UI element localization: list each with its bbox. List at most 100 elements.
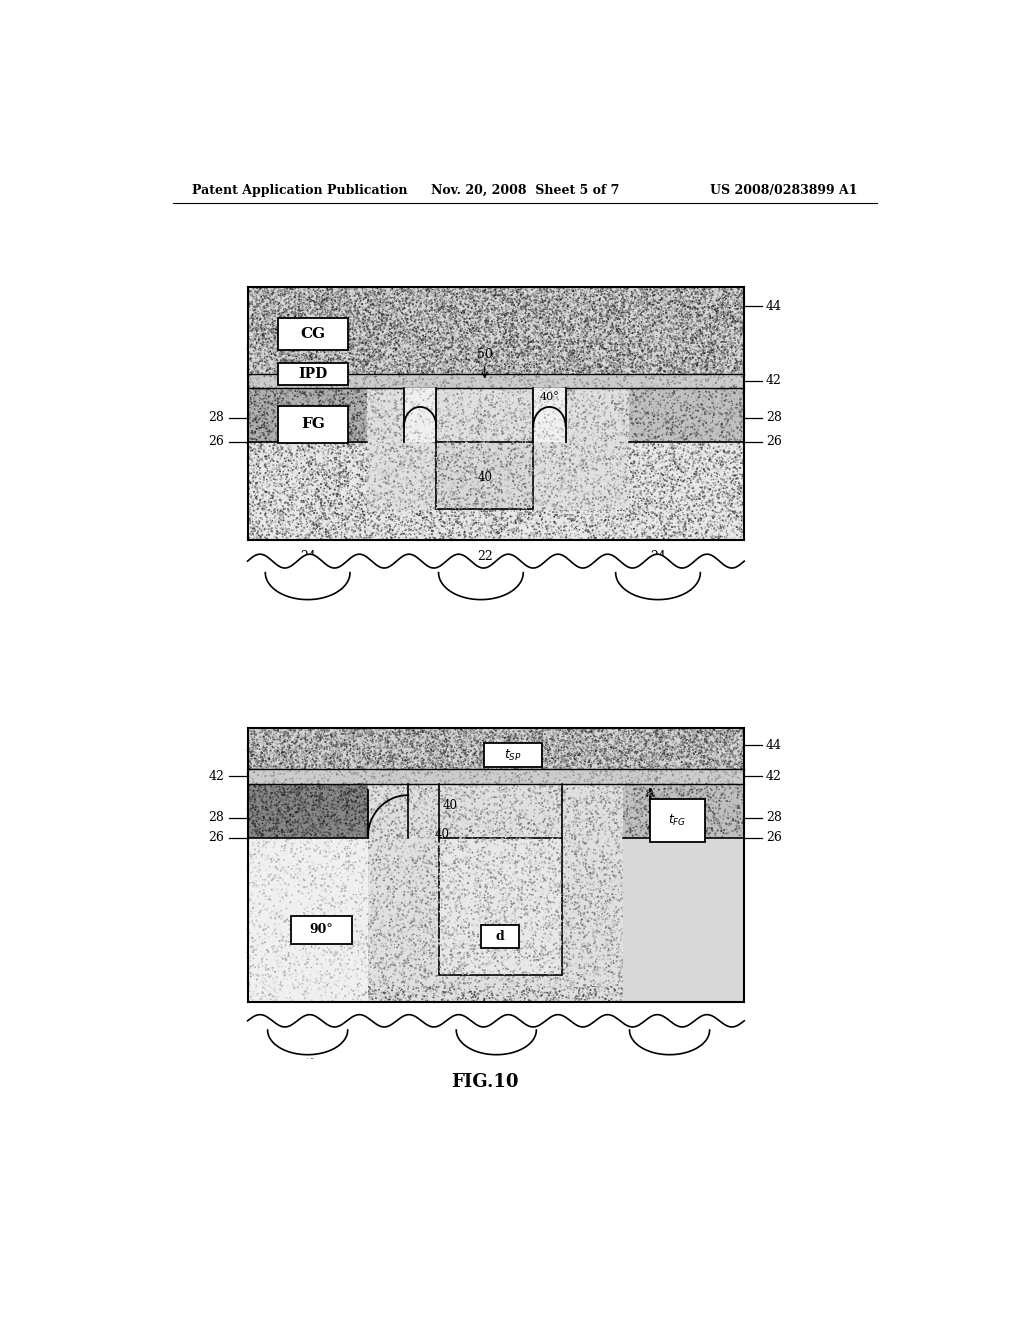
Point xyxy=(240,347,256,368)
Point xyxy=(700,723,717,744)
Point xyxy=(500,354,516,375)
Point xyxy=(281,741,297,762)
Point xyxy=(489,726,506,747)
Point xyxy=(532,741,549,762)
Point xyxy=(529,308,546,329)
Point xyxy=(347,857,364,878)
Point xyxy=(496,346,512,367)
Point xyxy=(255,780,271,801)
Point xyxy=(378,742,394,763)
Point xyxy=(517,801,534,822)
Point xyxy=(354,315,371,337)
Point xyxy=(623,438,639,459)
Point xyxy=(534,903,550,924)
Point xyxy=(657,317,674,338)
Point xyxy=(379,289,395,310)
Point xyxy=(258,442,274,463)
Point xyxy=(499,789,515,810)
Point xyxy=(297,285,313,306)
Point xyxy=(375,298,391,319)
Point xyxy=(258,803,274,824)
Point xyxy=(717,752,733,774)
Point xyxy=(574,469,591,490)
Point xyxy=(605,442,622,463)
Point xyxy=(679,975,695,997)
Point xyxy=(354,807,371,828)
Point xyxy=(280,333,296,354)
Point xyxy=(415,499,431,520)
Point xyxy=(531,876,548,898)
Point xyxy=(514,346,530,367)
Point xyxy=(517,422,534,444)
Point xyxy=(444,277,461,298)
Point xyxy=(389,748,406,770)
Point xyxy=(329,756,345,777)
Point xyxy=(603,828,620,849)
Point xyxy=(272,327,289,348)
Point xyxy=(660,748,677,770)
Point xyxy=(429,946,445,968)
Point xyxy=(722,300,738,321)
Point xyxy=(359,397,376,418)
Point xyxy=(297,777,313,799)
Point xyxy=(614,325,631,346)
Point xyxy=(421,917,437,939)
Point xyxy=(244,310,260,331)
Point xyxy=(377,354,393,375)
Point xyxy=(531,495,548,516)
Point xyxy=(362,385,379,407)
Point xyxy=(458,750,474,771)
Point xyxy=(658,280,675,301)
Point xyxy=(336,950,352,972)
Point xyxy=(638,882,654,903)
Point xyxy=(633,816,649,837)
Point xyxy=(692,347,709,368)
Point xyxy=(466,750,482,771)
Point xyxy=(349,503,366,524)
Point xyxy=(266,799,283,820)
Point xyxy=(418,347,434,368)
Point xyxy=(623,500,639,521)
Point xyxy=(513,520,529,541)
Point xyxy=(489,490,506,511)
Point xyxy=(494,453,510,474)
Point xyxy=(652,792,669,813)
Point xyxy=(263,298,280,319)
Point xyxy=(298,376,314,397)
Point xyxy=(396,426,413,447)
Point xyxy=(438,906,455,927)
Point xyxy=(319,793,336,814)
Point xyxy=(505,906,521,927)
Point xyxy=(392,894,409,915)
Point xyxy=(485,874,502,895)
Point xyxy=(571,413,588,434)
Point xyxy=(590,739,606,760)
Point xyxy=(260,282,276,304)
Point xyxy=(682,792,698,813)
Point xyxy=(493,475,509,496)
Point xyxy=(281,801,297,822)
Point xyxy=(567,341,584,362)
Point xyxy=(487,925,504,946)
Point xyxy=(264,381,281,403)
Point xyxy=(518,479,535,500)
Point xyxy=(571,962,588,983)
Point xyxy=(735,319,752,341)
Point xyxy=(714,421,730,442)
Point xyxy=(586,470,602,491)
Point xyxy=(584,949,600,970)
Point xyxy=(485,862,502,883)
Point xyxy=(527,876,544,898)
Point xyxy=(698,499,715,520)
Point xyxy=(499,428,515,449)
Point xyxy=(723,471,739,492)
Point xyxy=(574,315,591,337)
Point xyxy=(667,734,683,755)
Point xyxy=(722,302,738,323)
Point xyxy=(600,477,616,498)
Point xyxy=(722,449,738,470)
Point xyxy=(315,797,332,818)
Point xyxy=(551,358,567,379)
Point xyxy=(358,956,375,977)
Point xyxy=(515,869,531,890)
